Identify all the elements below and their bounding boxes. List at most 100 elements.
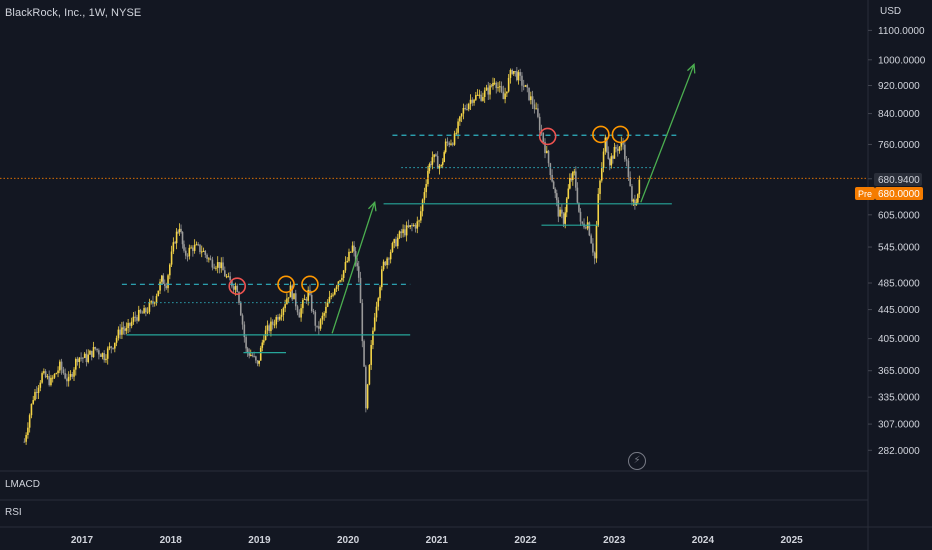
symbol-title[interactable]: BlackRock, Inc., 1W, NYSE — [5, 7, 142, 19]
red-circle-2018[interactable] — [228, 277, 247, 296]
orange-circle-2019-b[interactable] — [301, 275, 319, 294]
candle-body — [202, 250, 205, 252]
candle-body — [169, 264, 171, 276]
candle-body — [284, 304, 286, 309]
candle-body — [305, 298, 308, 301]
candle-body — [388, 258, 390, 260]
candle-body — [87, 354, 90, 363]
candle-body — [585, 227, 587, 229]
green-arrow-2020-head[interactable] — [368, 200, 377, 212]
candle-body — [82, 357, 84, 359]
y-tick-label: 1000.0000 — [878, 55, 926, 66]
candle-body — [28, 415, 31, 428]
candle-body — [23, 441, 26, 443]
candle-body — [530, 96, 532, 101]
candle-body — [62, 369, 65, 374]
candle-body — [57, 370, 59, 374]
candle-body — [119, 329, 121, 335]
candle-body — [73, 369, 75, 377]
candle-body — [451, 143, 454, 145]
candle-body — [55, 373, 58, 375]
candle-body — [348, 251, 350, 261]
candle-body — [225, 276, 228, 278]
candle-body — [393, 239, 396, 244]
candle-body — [531, 96, 534, 105]
candle-body — [99, 354, 102, 357]
candle-body — [60, 361, 63, 370]
candle-body — [570, 178, 573, 181]
candle-body — [573, 171, 576, 173]
candle-body — [346, 260, 349, 263]
candle-body — [271, 321, 274, 325]
last-price-badge: 680.9400 — [874, 173, 922, 186]
y-tick-label: 282.0000 — [878, 446, 920, 457]
candle-body — [438, 165, 441, 169]
candle-body — [174, 242, 176, 244]
candle-body — [372, 330, 374, 345]
candle-body — [602, 151, 605, 168]
candle-body — [443, 152, 445, 162]
candle-body — [129, 322, 131, 326]
candle-body — [620, 142, 623, 147]
candle-body — [407, 225, 410, 227]
candle-body — [66, 378, 68, 382]
candle-body — [206, 254, 208, 259]
candle-body — [167, 275, 169, 289]
candle-body — [238, 291, 240, 303]
candle-body — [83, 353, 86, 358]
lmacd-pane-label[interactable]: LMACD — [5, 479, 41, 490]
candle-body — [554, 189, 557, 194]
candle-body — [314, 311, 317, 326]
candle-body — [634, 199, 636, 206]
candle-body — [200, 251, 203, 253]
lightning-icon[interactable]: ⚡ — [628, 452, 646, 470]
drawing-annotations[interactable] — [121, 63, 696, 354]
candle-body — [559, 209, 561, 217]
time-axis[interactable]: 2017 2018 2019 2020 2021 2022 2023 2024 2025 — [71, 535, 803, 546]
candle-body — [618, 146, 621, 151]
candle-body — [542, 132, 545, 142]
candle-body — [263, 340, 265, 343]
candle-body — [444, 141, 447, 153]
orange-circle-2022-a[interactable] — [592, 125, 610, 144]
candle-body — [32, 400, 35, 404]
candle-body — [96, 348, 98, 351]
candle-body — [578, 202, 580, 212]
green-arrow-2023-head[interactable] — [687, 63, 696, 74]
candle-body — [625, 159, 628, 161]
candle-body — [48, 376, 50, 386]
candle-body — [448, 142, 451, 145]
orange-circle-2019-a[interactable] — [277, 275, 295, 294]
candle-body — [593, 252, 596, 259]
rsi-pane-label[interactable]: RSI — [5, 507, 22, 518]
candle-body — [575, 171, 577, 188]
candle-body — [538, 116, 541, 131]
candle-body — [211, 259, 214, 268]
candle-body — [356, 263, 358, 267]
candle-body — [409, 225, 411, 227]
green-arrow-2020[interactable] — [331, 202, 376, 334]
candle-body — [148, 302, 151, 312]
candle-body — [535, 108, 537, 110]
candle-body — [108, 346, 111, 349]
candle-body — [186, 255, 189, 257]
candle-body — [162, 275, 165, 284]
candle-body — [146, 311, 149, 313]
candle-body — [430, 164, 432, 166]
pre-market-badge: Pre 680.0000 — [855, 187, 923, 200]
candle-body — [460, 113, 463, 117]
candle-body — [446, 141, 449, 143]
candle-body — [416, 221, 419, 229]
candle-body — [310, 294, 313, 312]
candle-body — [632, 199, 635, 202]
candle-body — [300, 308, 302, 318]
green-arrow-2023[interactable] — [640, 64, 695, 203]
candle-body — [78, 357, 81, 363]
candle-body — [485, 87, 488, 91]
orange-circle-2022-b[interactable] — [611, 125, 630, 144]
candle-body — [615, 147, 617, 149]
red-circle-2022[interactable] — [538, 127, 557, 146]
candle-body — [613, 147, 616, 159]
